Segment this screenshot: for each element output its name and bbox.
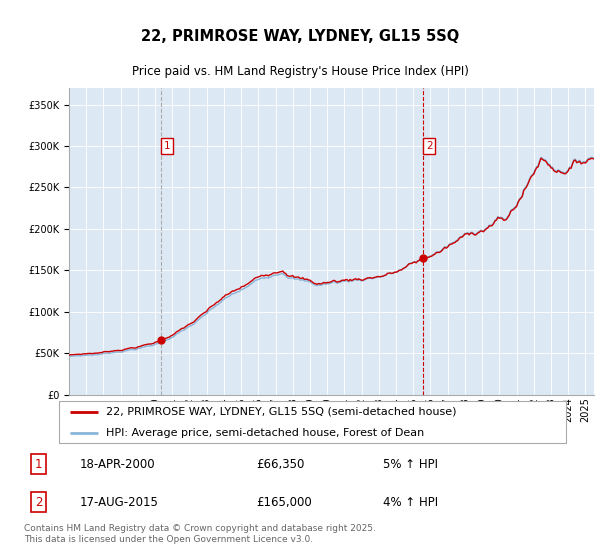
Text: 2: 2: [426, 141, 433, 151]
FancyBboxPatch shape: [59, 401, 566, 444]
Text: 17-AUG-2015: 17-AUG-2015: [79, 496, 158, 509]
Text: 1: 1: [163, 141, 170, 151]
Text: HPI: Average price, semi-detached house, Forest of Dean: HPI: Average price, semi-detached house,…: [106, 428, 424, 438]
Text: 22, PRIMROSE WAY, LYDNEY, GL15 5SQ: 22, PRIMROSE WAY, LYDNEY, GL15 5SQ: [141, 30, 459, 44]
Text: 18-APR-2000: 18-APR-2000: [79, 458, 155, 471]
Text: £165,000: £165,000: [256, 496, 311, 509]
Text: Price paid vs. HM Land Registry's House Price Index (HPI): Price paid vs. HM Land Registry's House …: [131, 65, 469, 78]
Text: 2: 2: [35, 496, 43, 509]
Text: Contains HM Land Registry data © Crown copyright and database right 2025.
This d: Contains HM Land Registry data © Crown c…: [24, 524, 376, 544]
Text: 5% ↑ HPI: 5% ↑ HPI: [383, 458, 438, 471]
Text: 4% ↑ HPI: 4% ↑ HPI: [383, 496, 438, 509]
Text: 22, PRIMROSE WAY, LYDNEY, GL15 5SQ (semi-detached house): 22, PRIMROSE WAY, LYDNEY, GL15 5SQ (semi…: [106, 407, 457, 417]
Text: 1: 1: [35, 458, 43, 471]
Text: £66,350: £66,350: [256, 458, 304, 471]
